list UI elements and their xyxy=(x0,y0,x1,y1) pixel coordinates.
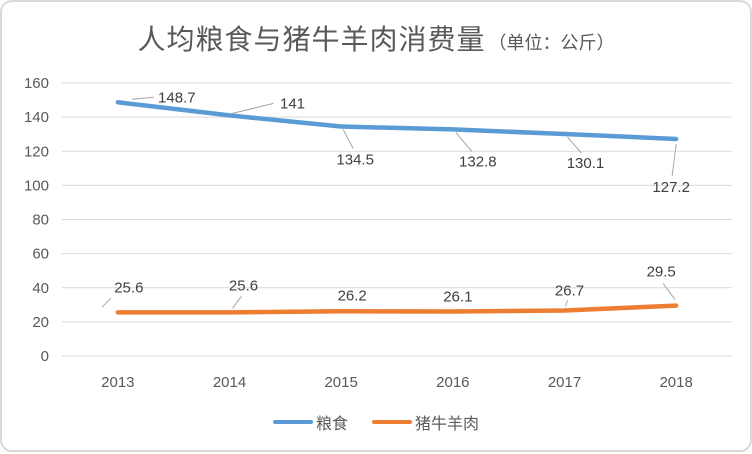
legend-item-grain: 粮食 xyxy=(272,410,348,434)
chart-title-text: 人均粮食与猪牛羊肉消费量 xyxy=(137,24,486,55)
data-label-leader-line xyxy=(131,96,154,100)
y-axis-tick-label: 120 xyxy=(24,143,49,160)
y-axis-tick-label: 160 xyxy=(24,75,49,92)
data-label-leader-line xyxy=(567,136,582,154)
data-label: 26.1 xyxy=(443,288,472,305)
data-label: 127.2 xyxy=(652,179,690,196)
data-label: 29.5 xyxy=(647,264,676,281)
data-label: 26.2 xyxy=(338,287,367,304)
data-label: 25.6 xyxy=(229,277,258,294)
data-label: 148.7 xyxy=(158,89,196,106)
series-line-1 xyxy=(115,303,679,315)
data-label-leader-line xyxy=(455,132,473,152)
data-label: 25.6 xyxy=(114,279,143,296)
data-label-leader-line xyxy=(101,297,112,308)
y-axis-tick-label: 140 xyxy=(24,109,49,126)
data-label-leader-line xyxy=(671,143,677,177)
x-axis-tick-label: 2013 xyxy=(101,374,134,391)
y-axis-tick-label: 100 xyxy=(24,177,49,194)
legend-item-meat: 猪牛羊肉 xyxy=(372,410,479,434)
x-axis-tick-label: 2014 xyxy=(213,374,246,391)
data-label: 141 xyxy=(280,95,305,112)
y-axis-tick-label: 80 xyxy=(32,212,49,229)
x-axis-tick-label: 2015 xyxy=(324,374,357,391)
chart-title: 人均粮食与猪牛羊肉消费量 （单位：公斤） xyxy=(2,18,750,58)
x-axis-tick-label: 2018 xyxy=(659,374,692,391)
data-label-leader-line xyxy=(565,300,568,307)
data-label-leader-line xyxy=(232,296,242,309)
legend-label-meat: 猪牛羊肉 xyxy=(415,416,480,433)
data-label: 134.5 xyxy=(336,152,374,169)
data-label: 130.1 xyxy=(567,155,605,172)
series-line-0 xyxy=(115,100,679,142)
meat-line-swatch xyxy=(372,420,412,424)
y-axis-tick-label: 20 xyxy=(32,314,49,331)
y-axis-tick-label: 0 xyxy=(41,348,49,365)
data-label-leader-line xyxy=(232,102,274,114)
x-axis-tick-label: 2016 xyxy=(436,374,469,391)
data-label-leader-line xyxy=(662,283,676,300)
y-axis-tick-label: 60 xyxy=(32,246,49,263)
data-label: 26.7 xyxy=(555,282,584,299)
data-label: 132.8 xyxy=(459,153,497,170)
grain-line-swatch xyxy=(272,420,313,424)
legend-label-grain: 粮食 xyxy=(315,416,348,433)
chart-title-unit: （单位：公斤） xyxy=(488,33,615,53)
data-label-leader-line xyxy=(342,129,354,149)
chart-legend: 粮食 猪牛羊肉 xyxy=(2,410,750,434)
y-axis-tick-label: 40 xyxy=(32,280,49,297)
x-axis-tick-label: 2017 xyxy=(548,374,581,391)
